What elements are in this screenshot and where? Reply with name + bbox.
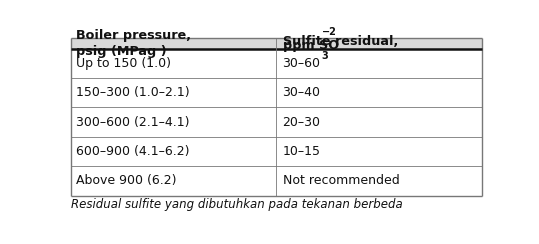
Text: 20–30: 20–30: [282, 116, 321, 129]
Text: Sulfite residual,: Sulfite residual,: [282, 35, 398, 48]
Text: 150–300 (1.0–2.1): 150–300 (1.0–2.1): [75, 86, 189, 99]
Text: Residual sulfite yang dibutuhkan pada tekanan berbeda: Residual sulfite yang dibutuhkan pada te…: [71, 198, 403, 211]
Text: 30–40: 30–40: [282, 86, 321, 99]
Bar: [71, 38, 277, 49]
Text: 300–600 (2.1–4.1): 300–600 (2.1–4.1): [75, 116, 189, 129]
Text: Above 900 (6.2): Above 900 (6.2): [75, 174, 176, 187]
Text: 3: 3: [322, 51, 328, 61]
Text: 600–900 (4.1–6.2): 600–900 (4.1–6.2): [75, 145, 189, 158]
Text: Boiler pressure,
psig (MPag ): Boiler pressure, psig (MPag ): [75, 29, 191, 58]
Text: −2: −2: [322, 27, 337, 37]
Bar: [277, 38, 482, 49]
Text: Up to 150 (1.0): Up to 150 (1.0): [75, 57, 171, 70]
Text: 10–15: 10–15: [282, 145, 321, 158]
Text: 30–60: 30–60: [282, 57, 321, 70]
Text: ppm SO: ppm SO: [282, 39, 338, 52]
Text: Not recommended: Not recommended: [282, 174, 399, 187]
